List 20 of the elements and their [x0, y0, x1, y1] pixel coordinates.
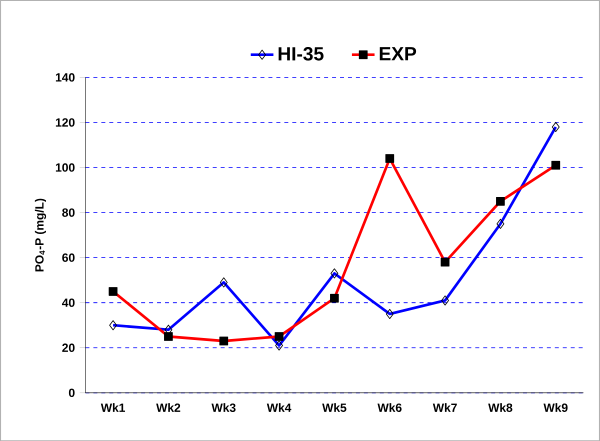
- x-tick-label: Wk1: [100, 403, 126, 412]
- legend-label: EXP: [380, 47, 416, 60]
- x-tick-label: Wk5: [322, 403, 346, 412]
- x-tick-label: Wk4: [266, 403, 292, 412]
- x-tick-label: Wk8: [488, 403, 512, 412]
- y-tick-label: 0: [68, 388, 75, 397]
- x-tick-label: Wk3: [212, 403, 236, 412]
- x-tick-label: Wk9: [544, 403, 568, 412]
- y-tick-label: 20: [62, 343, 75, 352]
- y-tick-label: 60: [62, 253, 75, 262]
- y-tick-label: 120: [56, 118, 75, 127]
- x-tick-label: Wk7: [432, 403, 457, 412]
- y-tick-label: 100: [56, 163, 75, 172]
- x-tick-label: Wk2: [156, 403, 180, 412]
- legend-label: HI-35: [278, 46, 324, 60]
- y-axis-title: PO$_{4}$-P (mg/L): [34, 198, 46, 272]
- y-tick-label: 80: [62, 208, 75, 217]
- x-tick-label: Wk6: [378, 403, 402, 412]
- y-tick-label: 140: [56, 73, 75, 82]
- y-tick-label: 40: [62, 298, 75, 307]
